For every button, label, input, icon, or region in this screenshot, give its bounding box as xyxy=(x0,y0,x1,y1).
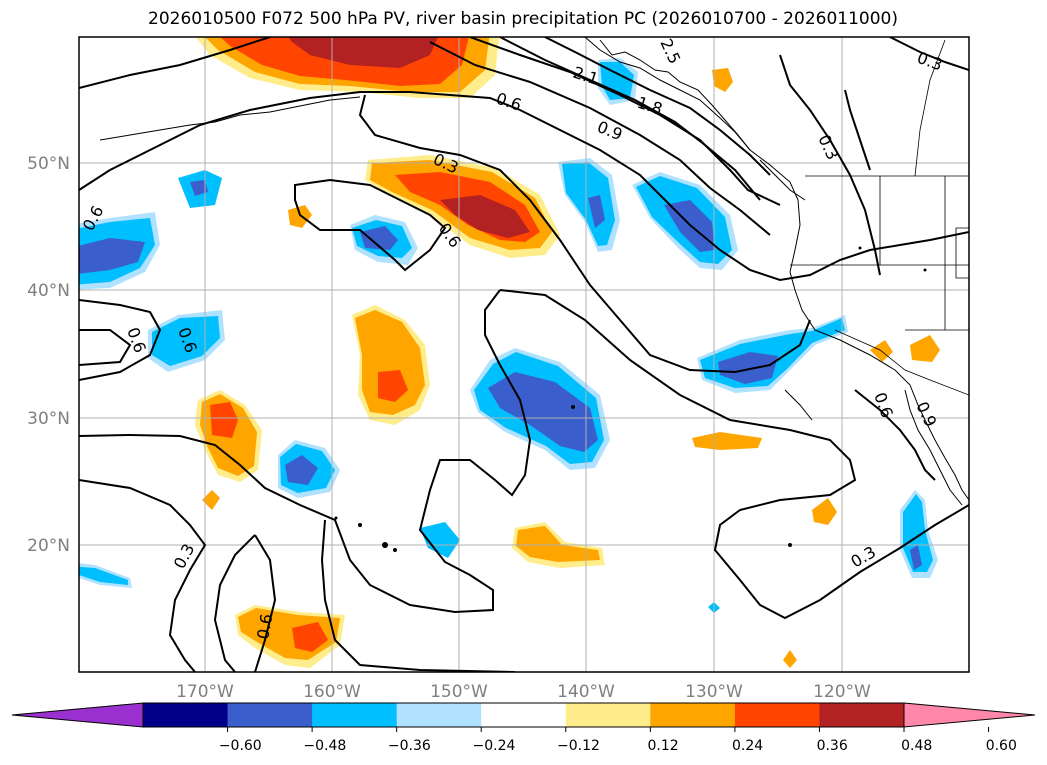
positive-anomaly-subtropics-east xyxy=(692,432,762,450)
contour-baja xyxy=(854,389,936,481)
negative-anomaly-hawaii xyxy=(420,522,460,558)
lon-label: 150°W xyxy=(430,682,488,702)
contour-high-band-3 xyxy=(544,37,771,176)
colorbar-segment xyxy=(396,703,482,727)
negative-anomaly-nw xyxy=(148,310,225,372)
colorbar-segment xyxy=(819,703,905,727)
colorbar-tick-label: −0.48 xyxy=(303,738,346,754)
lat-label: 30°N xyxy=(27,409,70,429)
lon-label: 170°W xyxy=(176,682,234,702)
colorbar-arrow-high xyxy=(903,702,1036,728)
contour-south-3 xyxy=(320,519,516,672)
colorbar-segment xyxy=(650,703,736,727)
lon-label: 120°W xyxy=(813,682,871,702)
positive-anomaly-south xyxy=(235,605,345,668)
contour-main-0.6 xyxy=(79,91,969,282)
colorbar-tick-label: 0.36 xyxy=(817,738,848,754)
map-panel: 2.1 1.8 0.9 0.6 0.3 0.6 0.3 0.6 0.6 0.6 … xyxy=(78,36,970,673)
negative-anomaly-sw-edge xyxy=(79,563,132,588)
positive-anomaly-small-2 xyxy=(712,68,733,92)
contour-outer-north xyxy=(79,37,271,89)
lon-label: 140°W xyxy=(557,682,615,702)
positive-anomaly-baja xyxy=(812,498,837,525)
negative-anomaly-west-edge xyxy=(79,212,160,290)
contour-east-3 xyxy=(844,89,871,171)
negative-anomaly-california xyxy=(697,315,848,393)
lon-label: 130°W xyxy=(685,682,743,702)
contour-south-loop xyxy=(254,534,277,672)
longitude-labels: 170°W 160°W 150°W 140°W 130°W 120°W xyxy=(176,682,871,702)
positive-anomaly-small-3 xyxy=(202,490,220,510)
lon-label: 160°W xyxy=(303,682,361,702)
contour-central-return xyxy=(79,289,532,614)
colorbar-segment xyxy=(734,703,820,727)
latitude-labels: 50°N 40°N 30°N 20°N xyxy=(27,154,70,556)
islands xyxy=(334,246,927,552)
contour-east-2 xyxy=(889,37,969,71)
negative-anomaly-west-central xyxy=(278,440,340,498)
contour-southwest xyxy=(79,479,207,672)
colorbar-segments xyxy=(142,702,905,728)
contour-central-loop xyxy=(499,289,969,620)
positive-anomaly-gulf-alaska xyxy=(195,37,500,98)
negative-anomaly-north-central xyxy=(350,215,418,265)
positive-anomaly-small-1 xyxy=(288,205,312,228)
negative-anomaly-canada-coast xyxy=(558,158,620,252)
contour-high-band-2 xyxy=(429,41,771,236)
contour-label: 0.6 xyxy=(253,612,276,640)
colorbar-ticks: −0.60 −0.48 −0.36 −0.24 −0.12 0.12 0.24 0.36 0.4… xyxy=(219,727,1017,754)
map-title: 2026010500 F072 500 hPa PV, river basin … xyxy=(148,9,898,29)
colorbar-tick-label: −0.24 xyxy=(472,738,515,754)
negative-anomaly-mexico xyxy=(900,490,938,578)
colorbar-tick-label: 0.12 xyxy=(647,738,678,754)
contour-east-1 xyxy=(779,54,881,276)
colorbar-tick-label: 0.60 xyxy=(986,738,1017,754)
colorbar-tick-label: −0.12 xyxy=(557,738,600,754)
colorbar-segment xyxy=(565,703,651,727)
colorbar-tick-label: 0.48 xyxy=(901,738,932,754)
colorbar-arrow-low xyxy=(11,702,144,728)
colorbar-tick-label: −0.36 xyxy=(388,738,431,754)
contour-west-lobe xyxy=(79,299,162,381)
colorbar-tick-label: 0.24 xyxy=(732,738,763,754)
political-borders xyxy=(790,39,969,396)
contour-tongue xyxy=(294,178,447,272)
contour-high-band-1 xyxy=(469,37,781,206)
coastlines xyxy=(99,37,969,506)
positive-anomaly-west xyxy=(195,390,262,482)
lat-label: 40°N xyxy=(27,281,70,301)
contour-west-lobe-2 xyxy=(79,329,132,366)
positive-anomaly-coast-2 xyxy=(910,335,940,362)
colorbar-tick-label: −0.60 xyxy=(219,738,262,754)
map-frame xyxy=(78,36,970,673)
lat-label: 50°N xyxy=(27,154,70,174)
lat-label: 20°N xyxy=(27,536,70,556)
positive-anomaly-tiny xyxy=(783,650,797,668)
contour-high-band-4 xyxy=(499,37,761,201)
colorbar-segment xyxy=(143,703,229,727)
negative-anomaly-aleutian xyxy=(178,170,222,208)
positive-anomaly-central xyxy=(352,305,430,425)
negative-anomaly-central xyxy=(470,348,610,470)
contour-south-2 xyxy=(213,534,256,672)
precipitation-shading xyxy=(79,37,940,668)
pv-contours xyxy=(79,37,969,672)
colorbar-segment xyxy=(312,703,398,727)
colorbar-segment xyxy=(481,703,567,727)
colorbar: −0.60 −0.48 −0.36 −0.24 −0.12 0.12 0.24 0.36 0.4… xyxy=(11,702,1036,754)
contour-0.3-north xyxy=(358,94,811,374)
colorbar-segment xyxy=(227,703,313,727)
